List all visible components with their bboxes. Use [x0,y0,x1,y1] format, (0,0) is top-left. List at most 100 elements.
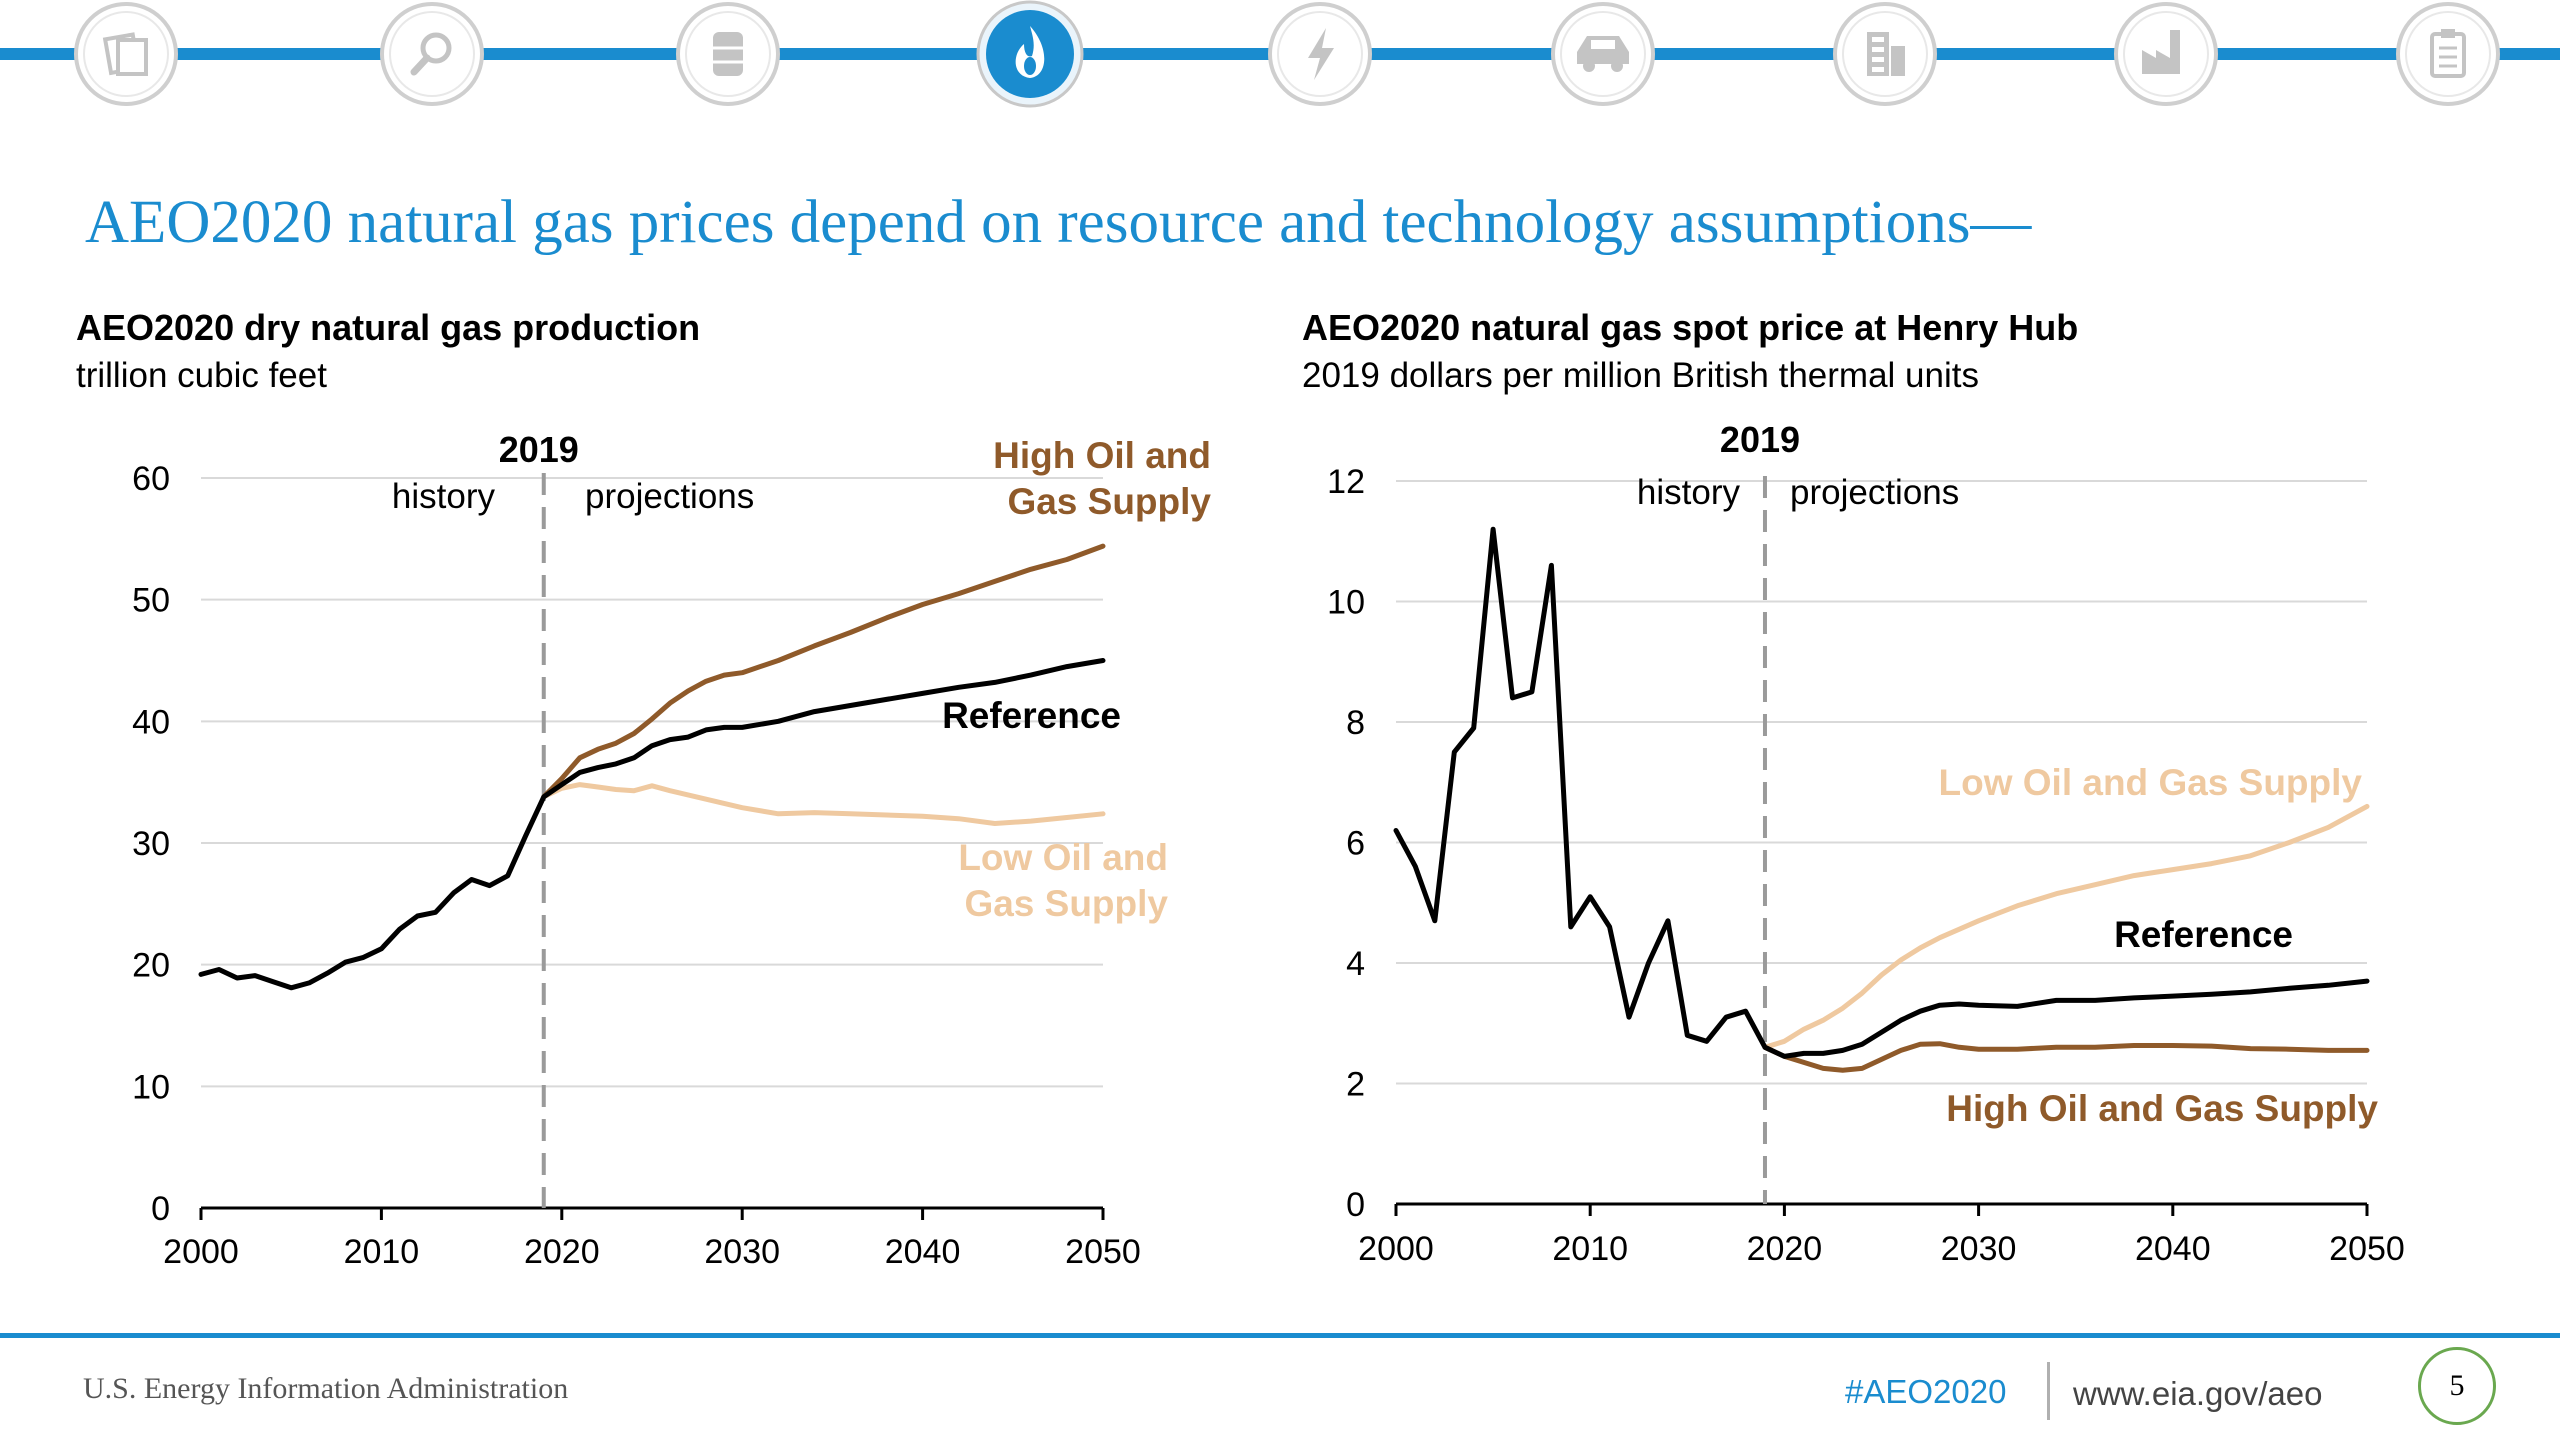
nav-button-inner [2123,11,2209,97]
building-short [1891,46,1905,76]
production-x-tick-label: 2040 [885,1233,961,1271]
production-label-line: Gas Supply [1007,481,1211,522]
production-y-tick-label: 30 [132,825,170,863]
production-x-tick-label: 2030 [704,1233,780,1271]
nav-button-car[interactable] [1551,2,1655,106]
price-label-reference: Reference [2114,914,2293,955]
footer-divider [0,1333,2560,1338]
production-chart-title: AEO2020 dry natural gas production [76,307,701,348]
footer-separator [2047,1362,2050,1420]
production-chart-subtitle: trillion cubic feet [76,356,327,395]
car-icon [1577,36,1629,72]
production-x-tick-label: 2020 [524,1233,600,1271]
natural-gas-flame-icon [1015,26,1045,78]
price-y-tick-label: 8 [1346,704,1365,742]
production-series-low-oil-and-gas-supply [541,782,1106,826]
price-x-tick-label: 2050 [2329,1230,2405,1268]
nav-button-active-fill [986,10,1074,98]
production-y-tick-label: 0 [151,1190,170,1228]
documents-icon [102,32,148,76]
production-y-tick-label: 60 [132,460,170,498]
car-window [1591,40,1615,49]
price-divider-year: 2019 [1720,419,1800,460]
production-series-high-oil-and-gas-supply [541,543,1106,800]
production-x-tick-label: 2010 [344,1233,420,1271]
building-window [1872,67,1884,72]
car-wheel [1583,60,1595,72]
price-chart-title: AEO2020 natural gas spot price at Henry … [1302,307,2079,348]
clipboard-clip [2441,29,2455,38]
price-y-tick-label: 4 [1346,945,1365,983]
production-projections-label: projections [585,477,754,516]
price-chart-subtitle: 2019 dollars per million British thermal… [1302,356,1979,395]
price-series-high-oil-and-gas-supply [1762,1041,2370,1073]
production-label-reference: Reference [942,695,1121,736]
production-history-label: history [392,477,496,516]
price-x-tick-label: 2020 [1747,1230,1823,1268]
footer-hashtag[interactable]: #AEO2020 [1845,1373,2007,1410]
price-x-tick-label: 2030 [1941,1230,2017,1268]
footer-url-link[interactable]: www.eia.gov/aeo [2073,1375,2323,1412]
search-magnifier-icon [410,32,452,76]
nav-button-electricity-bolt[interactable] [1268,2,1372,106]
production-label-line: Low Oil and [958,837,1168,878]
price-y-tick-label: 12 [1327,463,1365,501]
production-x-tick-label: 2050 [1065,1233,1141,1271]
price-series-low-oil-and-gas-supply [1762,803,2370,1050]
nav-button-oil-barrel[interactable] [676,2,780,106]
production-divider-year: 2019 [499,429,579,470]
footer-organization: U.S. Energy Information Administration [83,1372,569,1405]
price-series-reference [1393,526,2370,1059]
production-y-tick-label: 20 [132,947,170,985]
flame-shape [1015,26,1045,78]
production-label-high-oil-and-gas-supply: High Oil and Gas Supply [993,435,1211,522]
production-label-line: Gas Supply [964,883,1168,924]
page-title: AEO2020 natural gas prices depend on res… [85,189,2032,256]
price-y-tick-label: 10 [1327,584,1365,622]
price-history-label: history [1637,473,1741,512]
page-number-badge: 5 [2418,1347,2496,1425]
nav-button-industry-factory[interactable] [2114,2,2218,106]
price-projections-label: projections [1790,473,1959,512]
oil-barrel-icon [713,32,743,76]
price-x-tick-label: 2040 [2135,1230,2211,1268]
industry-factory-icon [2142,30,2180,74]
bolt-shape [1308,28,1334,80]
nav-bar [0,0,2560,108]
documents-icon-sheet-front [116,38,148,76]
production-x-tick-label: 2000 [163,1233,239,1271]
car-wheel [1611,60,1623,72]
factory-shape [2142,30,2180,74]
barrel-body [713,32,743,76]
building-window [1872,37,1884,42]
magnifier-lens [420,32,452,64]
building-window [1872,47,1884,52]
flame-core [1024,57,1036,75]
electricity-bolt-icon [1308,28,1334,80]
price-label-low-oil-and-gas-supply: Low Oil and Gas Supply [1939,762,2363,803]
nav-button-clipboard[interactable] [2396,2,2500,106]
production-label-line: High Oil and [993,435,1211,476]
nav-button-buildings[interactable] [1833,2,1937,106]
production-y-tick-label: 50 [132,582,170,620]
price-label-high-oil-and-gas-supply: High Oil and Gas Supply [1946,1088,2378,1129]
price-x-tick-label: 2000 [1358,1230,1434,1268]
building-tall [1867,32,1889,76]
price-y-tick-label: 2 [1346,1066,1365,1104]
price-chart-header: AEO2020 natural gas spot price at Henry … [1302,305,2078,401]
price-y-tick-label: 0 [1346,1186,1365,1224]
production-chart-header: AEO2020 dry natural gas production trill… [76,305,700,401]
buildings-icon [1867,32,1905,76]
car-body [1577,36,1629,64]
production-y-tick-label: 40 [132,703,170,741]
nav-button-inner [2405,11,2491,97]
nav-button-search-magnifier[interactable] [380,2,484,106]
production-y-tick-label: 10 [132,1068,170,1106]
nav-button-natural-gas-flame[interactable] [976,0,1084,108]
price-y-tick-label: 6 [1346,825,1365,863]
production-label-low-oil-and-gas-supply: Low Oil and Gas Supply [958,837,1168,924]
price-x-tick-label: 2010 [1552,1230,1628,1268]
nav-button-documents[interactable] [74,2,178,106]
